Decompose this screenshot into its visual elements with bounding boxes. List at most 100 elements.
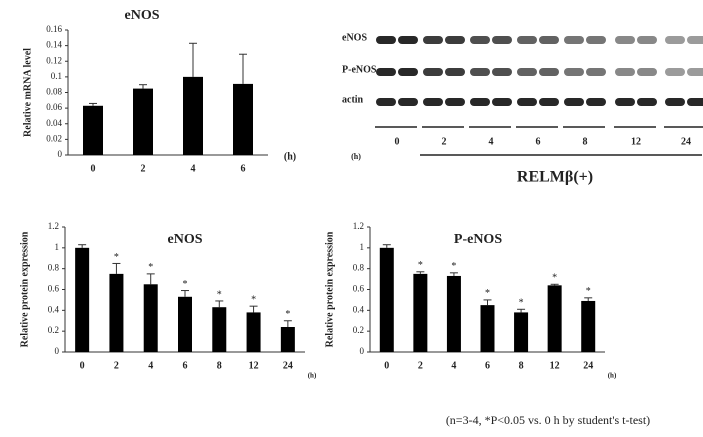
blot-band [423,36,443,44]
blot-band [665,36,685,44]
blot-band [445,68,465,76]
bar [281,327,295,352]
x-tick-label: 6 [183,360,188,371]
y-tick-label: 0.6 [48,284,60,294]
blot-row-label: eNOS [342,32,367,43]
significance-mark: * [586,286,591,297]
bar [581,301,595,352]
x-unit: (h) [284,151,296,162]
significance-mark: * [114,252,119,263]
significance-mark: * [148,262,153,273]
y-tick-label: 0 [55,346,60,356]
blot-band [637,36,657,44]
blot-time-label: 12 [631,136,641,147]
blot-band [564,68,584,76]
blot-band [376,98,396,106]
blot-band [615,68,635,76]
bar [83,106,103,155]
significance-mark: * [552,273,557,284]
chart-title: eNOS [168,232,203,247]
y-tick-label: 0.06 [46,102,62,112]
x-unit: (h) [308,372,317,380]
y-tick-label: 1 [360,242,365,252]
y-tick-label: 1 [55,242,60,252]
blot-band [687,68,703,76]
blot-time-label: 6 [536,136,541,147]
blot-row-label: actin [342,94,364,105]
blot-band [586,36,606,44]
blot-band [687,98,703,106]
y-tick-label: 0.2 [353,325,364,335]
blot-band [445,98,465,106]
y-tick-label: 0.2 [48,325,59,335]
bar [183,77,203,155]
blot-band [517,68,537,76]
x-tick-label: 0 [80,360,85,371]
chart-title: eNOS [125,8,160,23]
x-tick-label: 24 [283,360,293,371]
blot-band [586,68,606,76]
blot-band [539,98,559,106]
y-tick-label: 0.4 [48,304,60,314]
blot-band [492,36,512,44]
y-tick-label: 0 [58,149,63,159]
bar [548,285,562,352]
significance-mark: * [485,288,490,299]
bar [178,297,192,352]
y-tick-label: 0.8 [48,263,60,273]
blot-band [492,98,512,106]
x-tick-label: 12 [249,360,259,371]
blot-band [376,68,396,76]
blot-row-label: P-eNOS [342,64,377,75]
bar [247,312,261,352]
bar [514,312,528,352]
y-axis-label: Relative protein expression [19,231,30,347]
bar [144,284,158,352]
x-unit: (h) [608,372,617,380]
x-tick-label: 0 [384,360,389,371]
y-tick-label: 0 [360,346,365,356]
blot-time-label: 2 [442,136,447,147]
significance-mark: * [451,261,456,272]
bar [212,307,226,352]
x-tick-label: 12 [550,360,560,371]
x-tick-label: 0 [91,163,96,174]
y-tick-label: 0.14 [46,40,62,50]
bar [447,276,461,352]
x-tick-label: 4 [148,360,153,371]
blot-band [615,36,635,44]
significance-mark: * [217,289,222,300]
bar [481,305,495,352]
x-tick-label: 6 [241,163,246,174]
y-tick-label: 0.04 [46,118,62,128]
blot-time-label: 4 [489,136,494,147]
footnote: (n=3-4, *P<0.05 vs. 0 h by student's t-t… [446,413,650,427]
significance-mark: * [285,309,290,320]
blot-time-unit: (h) [351,152,361,161]
y-tick-label: 0.8 [353,263,365,273]
y-tick-label: 1.2 [48,221,59,231]
blot-time-label: 8 [583,136,588,147]
y-tick-label: 0.4 [353,304,365,314]
significance-mark: * [519,298,524,309]
blot-band [637,98,657,106]
y-tick-label: 1.2 [353,221,364,231]
x-tick-label: 8 [519,360,524,371]
figure: eNOSP-eNOSactin024681224(h)RELMβ(+) (n=3… [0,0,703,437]
blot-band [586,98,606,106]
significance-mark: * [418,260,423,271]
blot-band [470,68,490,76]
blot-band [517,98,537,106]
blot-band [637,68,657,76]
x-tick-label: 2 [114,360,119,371]
blot-band [445,36,465,44]
x-tick-label: 8 [217,360,222,371]
blot-band [564,36,584,44]
bar [413,274,427,352]
blot-band [665,68,685,76]
x-tick-label: 6 [485,360,490,371]
blot-band [398,68,418,76]
y-tick-label: 0.08 [46,87,62,97]
blot-band [376,36,396,44]
blot-band [539,68,559,76]
